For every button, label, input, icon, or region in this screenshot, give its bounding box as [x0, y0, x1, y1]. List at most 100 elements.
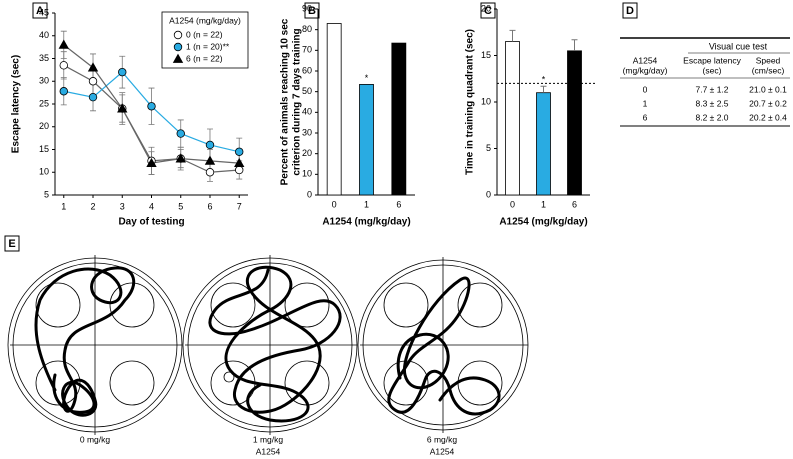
x-tick-label: 6 — [207, 201, 212, 211]
pool-label: 6 mg/kg — [427, 434, 458, 444]
y-tick-label: 0 — [307, 189, 312, 199]
zone — [457, 282, 503, 328]
marker — [59, 87, 68, 96]
panel-label-box — [622, 2, 638, 19]
table-column-header: (sec) — [703, 65, 722, 75]
zone — [35, 282, 81, 328]
y-tick-label: 60 — [302, 65, 312, 75]
x-tick-label: 7 — [237, 201, 242, 211]
bar — [359, 84, 374, 196]
zone — [457, 360, 503, 406]
bar — [536, 92, 551, 196]
y-tick-label: 35 — [39, 53, 49, 63]
y-tick-label: 50 — [302, 86, 312, 96]
table-cell: 21.0 ± 0.1 — [749, 84, 787, 94]
error-bar — [509, 29, 516, 42]
marker — [88, 77, 98, 86]
swim-path — [34, 266, 136, 417]
y-axis-label: Escape latency (sec) — [11, 55, 22, 153]
legend-label: 0 (n = 22) — [186, 29, 223, 39]
marker — [87, 62, 99, 72]
table-group-header: Visual cue test — [709, 41, 768, 51]
marker — [173, 42, 183, 52]
panel-label: A — [36, 5, 44, 17]
y-axis-label: Percent of animals reaching 10 sec — [280, 18, 291, 185]
table-cell: 6 — [643, 112, 648, 122]
zone — [109, 360, 155, 406]
swim-path — [208, 265, 342, 423]
significance-label: * — [365, 73, 369, 83]
y-tick-label: 15 — [39, 144, 49, 154]
y-tick-label: 15 — [481, 50, 491, 60]
y-tick-label: 0 — [486, 189, 491, 199]
y-tick-label: 10 — [302, 169, 312, 179]
x-tick-label: 1 — [364, 199, 369, 209]
marker — [146, 157, 157, 168]
bar — [567, 50, 582, 196]
y-tick-label: 25 — [39, 98, 49, 108]
marker — [234, 157, 245, 168]
zone — [109, 282, 155, 328]
y-tick-label: 5 — [486, 143, 491, 153]
table-column-header: A1254 — [633, 55, 658, 65]
marker — [88, 92, 98, 102]
x-axis-label: A1254 (mg/kg/day) — [322, 217, 410, 228]
y-tick-label: 70 — [302, 45, 312, 55]
y-tick-label: 30 — [302, 127, 312, 137]
x-tick-label: 1 — [541, 199, 546, 209]
y-tick-label: 80 — [302, 24, 312, 34]
table-cell: 0 — [643, 84, 648, 94]
platform — [223, 371, 235, 383]
x-tick-label: 2 — [91, 201, 96, 211]
table-cell: 8.2 ± 2.0 — [695, 112, 728, 122]
table-cell: 8.3 ± 2.5 — [695, 98, 728, 108]
panel-label: D — [626, 5, 634, 17]
panel-label: E — [8, 238, 15, 250]
legend-title: A1254 (mg/kg/day) — [169, 15, 241, 25]
table-column-header: (cm/sec) — [752, 65, 785, 75]
error-bar — [540, 85, 547, 93]
table-cell: 20.7 ± 0.2 — [749, 98, 787, 108]
table-cell: 20.2 ± 0.4 — [749, 112, 787, 122]
y-tick-label: 10 — [481, 96, 491, 106]
x-axis-label: A1254 (mg/kg/day) — [499, 217, 587, 228]
y-tick-label: 45 — [39, 7, 49, 17]
zone — [210, 282, 256, 328]
y-tick-label: 40 — [39, 30, 49, 40]
y-tick-label: 20 — [481, 3, 491, 13]
x-tick-label: 0 — [510, 199, 515, 209]
marker — [175, 153, 186, 163]
marker — [58, 39, 69, 49]
table-column-header: Escape latency — [683, 55, 741, 65]
marker — [204, 155, 216, 165]
bar — [326, 23, 342, 196]
y-tick-label: 20 — [302, 148, 312, 158]
legend-label: 1 (n = 20)** — [186, 41, 230, 51]
pool-label: 0 mg/kg — [80, 434, 111, 444]
y-tick-label: 40 — [302, 107, 312, 117]
marker — [117, 103, 128, 113]
table-cell: 1 — [643, 98, 648, 108]
panel-label-box — [32, 2, 48, 19]
x-tick-label: 3 — [120, 201, 125, 211]
error-bar — [571, 39, 578, 51]
marker — [173, 30, 183, 40]
panel-label-box — [304, 2, 320, 19]
table-cell: 7.7 ± 1.2 — [695, 84, 728, 94]
marker — [118, 67, 127, 77]
table-column-header: Speed — [756, 55, 781, 65]
pool-label: A1254 — [256, 446, 281, 456]
bar — [391, 42, 407, 196]
panel-label: B — [308, 5, 316, 17]
x-tick-label: 6 — [572, 199, 577, 209]
swim-path-panel — [7, 255, 529, 435]
legend-label: 6 (n = 22) — [186, 53, 223, 63]
pool-label: A1254 — [430, 446, 455, 456]
zone — [284, 360, 330, 406]
panel-label-box — [4, 235, 20, 252]
significance-label: * — [542, 75, 546, 85]
y-tick-label: 5 — [44, 189, 49, 199]
panel-label: C — [484, 5, 492, 17]
marker — [205, 168, 215, 177]
x-tick-label: 1 — [61, 201, 66, 211]
